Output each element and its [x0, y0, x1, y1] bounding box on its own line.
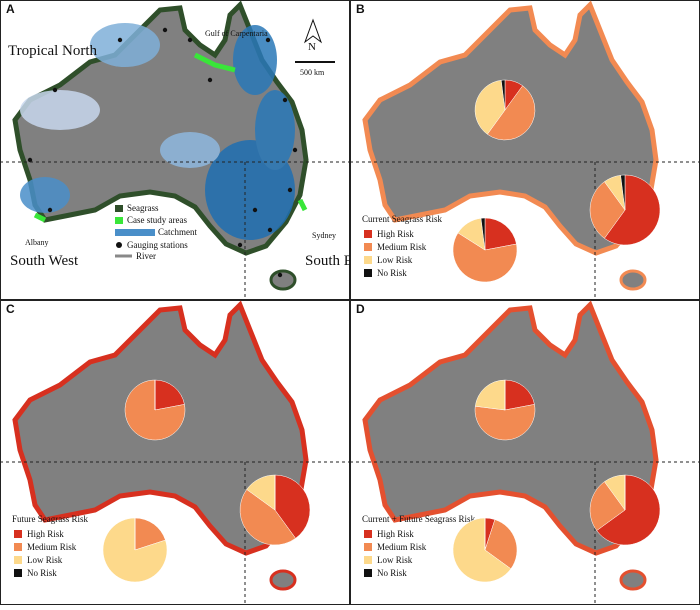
pie-slice [487, 85, 536, 141]
legend-swatch [14, 556, 22, 564]
legend-label: Medium Risk [27, 542, 77, 552]
pie-slice [134, 517, 166, 551]
legend-title: Current + Future Seagrass Risk [362, 514, 476, 524]
place-label: Sydney [312, 231, 336, 240]
legend-title: Future Seagrass Risk [12, 514, 88, 524]
legend-swatch [14, 569, 22, 577]
legend-swatch [364, 543, 372, 551]
tasmania [269, 569, 297, 591]
legend-label: Case study areas [127, 215, 187, 225]
legend-swatch [14, 530, 22, 538]
legend-label: No Risk [377, 568, 407, 578]
pie-slice [474, 379, 506, 411]
risk-panel: B Current Seagrass Risk High Risk Medium Ri… [350, 0, 700, 300]
legend-label: Catchment [158, 227, 197, 237]
case-study-area [33, 212, 47, 223]
region-label: Tropical North [8, 43, 98, 59]
catchments [20, 23, 295, 240]
pie-slice [604, 174, 661, 246]
pie-slice [620, 174, 626, 211]
legend-swatch [364, 269, 372, 277]
legend: Seagrass Case study areas Catchment Gaug… [115, 203, 197, 261]
legend-label: Medium Risk [377, 242, 427, 252]
place-label: Albany [25, 238, 49, 247]
case-study-area [297, 198, 308, 212]
case-study-area [193, 52, 236, 73]
pie-slice [239, 489, 296, 546]
legend-label: Seagrass [127, 203, 159, 213]
pie-slice [589, 181, 626, 239]
legend-label: Low Risk [377, 555, 413, 565]
legend-swatch [364, 243, 372, 251]
risk-panel: D Current + Future Seagrass Risk High Risk… [350, 300, 700, 605]
pie-slice [504, 379, 535, 411]
pie-slice [474, 404, 536, 441]
pie-slice [452, 517, 512, 583]
compass-label: N [308, 41, 316, 53]
legend-swatch [364, 556, 372, 564]
scale-label: 500 km [300, 68, 325, 77]
legend-label: High Risk [27, 529, 64, 539]
pie-slice [500, 79, 506, 111]
place-label: Gulf of Carpentaria [205, 29, 268, 38]
legend-label: Low Risk [27, 555, 63, 565]
legend-swatch [364, 530, 372, 538]
tasmania [269, 269, 297, 291]
pie-slice [274, 474, 311, 539]
legend-swatch [364, 569, 372, 577]
pie-slice [474, 79, 506, 135]
legend-swatch [364, 230, 372, 238]
pie-slice [484, 217, 517, 251]
panel-label: B [356, 2, 365, 16]
legend-label: High Risk [377, 529, 414, 539]
legend-label: Low Risk [377, 255, 413, 265]
panel-label: D [356, 302, 365, 316]
panel-label: A [6, 2, 15, 16]
pie-slice [484, 519, 518, 570]
pie-slice [124, 379, 186, 441]
pie-slice [154, 379, 185, 411]
tasmania [619, 569, 647, 591]
legend-label: No Risk [27, 568, 57, 578]
pie-slice [452, 232, 518, 283]
legend-swatch [364, 256, 372, 264]
compass [303, 18, 323, 44]
legend-label: High Risk [377, 229, 414, 239]
legend-title: Current Seagrass Risk [362, 214, 442, 224]
legend-label: Gauging stations [127, 240, 188, 250]
pie-slice [596, 474, 661, 546]
panel-label: C [6, 302, 15, 316]
legend-label: No Risk [377, 268, 407, 278]
legend-label: Medium Risk [377, 542, 427, 552]
legend-label: River [136, 251, 156, 261]
risk-panel: C Future Seagrass Risk High Risk Medium Ris… [0, 300, 350, 605]
gauging-stations [27, 27, 298, 278]
tasmania [619, 269, 647, 291]
panel-a: A Tropical North South West South East G… [0, 0, 370, 300]
pie-slice [480, 217, 486, 251]
pie-slice [589, 481, 626, 531]
legend-swatch [14, 543, 22, 551]
region-label: South West [10, 253, 79, 269]
